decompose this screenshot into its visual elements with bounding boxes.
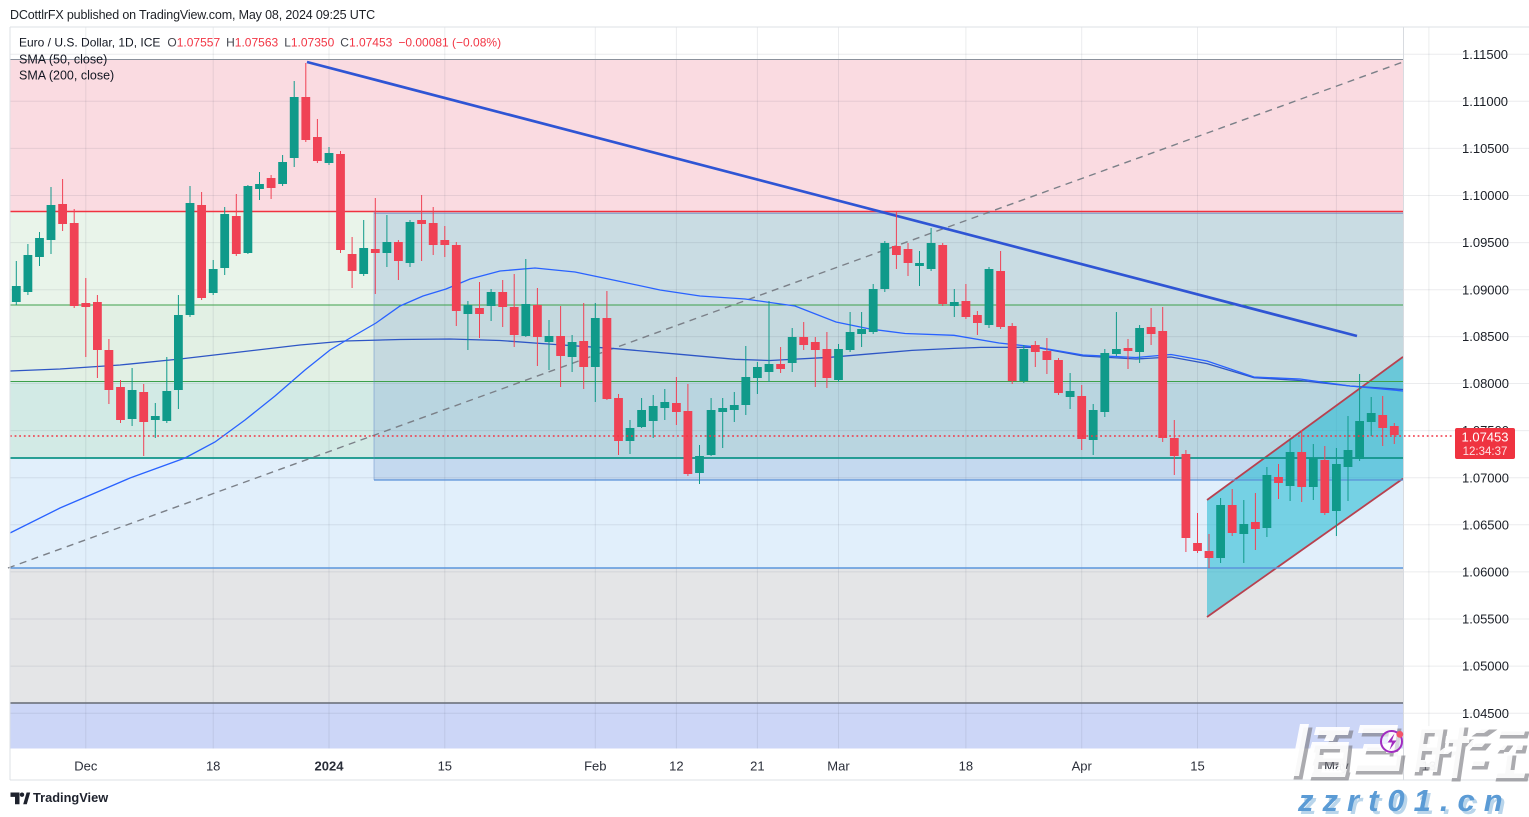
svg-text:1.05500: 1.05500 [1462, 612, 1509, 627]
svg-text:Dec: Dec [74, 759, 98, 774]
svg-text:1.11000: 1.11000 [1462, 94, 1508, 109]
svg-text:1.05000: 1.05000 [1462, 659, 1509, 674]
svg-text:1.11500: 1.11500 [1462, 47, 1508, 62]
svg-text:Feb: Feb [584, 759, 606, 774]
svg-text:1.04500: 1.04500 [1462, 706, 1509, 721]
svg-text:1.09500: 1.09500 [1462, 235, 1509, 250]
svg-text:1.07000: 1.07000 [1462, 470, 1509, 485]
svg-text:1.06500: 1.06500 [1462, 517, 1509, 532]
svg-text:12: 12 [669, 759, 683, 774]
svg-text:TradingView: TradingView [33, 790, 108, 805]
svg-text:1.07453: 1.07453 [1462, 430, 1509, 445]
svg-text:21: 21 [750, 759, 764, 774]
svg-text:12:34:37: 12:34:37 [1463, 446, 1508, 458]
svg-text:zzrt01.cn: zzrt01.cn [1297, 783, 1512, 817]
svg-text:SMA (200, close): SMA (200, close) [19, 69, 114, 83]
svg-text:15: 15 [438, 759, 452, 774]
svg-text:1.08000: 1.08000 [1462, 376, 1509, 391]
svg-text:1.10000: 1.10000 [1462, 188, 1509, 203]
svg-text:Mar: Mar [827, 759, 850, 774]
svg-text:2024: 2024 [315, 759, 345, 774]
svg-text:SMA (50, close): SMA (50, close) [19, 53, 107, 67]
svg-text:Apr: Apr [1072, 759, 1093, 774]
svg-text:18: 18 [206, 759, 220, 774]
svg-text:18: 18 [959, 759, 973, 774]
svg-text:1.08500: 1.08500 [1462, 329, 1509, 344]
svg-text:15: 15 [1190, 759, 1204, 774]
svg-text:1.06000: 1.06000 [1462, 565, 1509, 580]
svg-text:1.10500: 1.10500 [1462, 141, 1509, 156]
svg-text:1.09000: 1.09000 [1462, 282, 1509, 297]
svg-text:DCottlrFX published on Trading: DCottlrFX published on TradingView.com, … [10, 8, 375, 22]
